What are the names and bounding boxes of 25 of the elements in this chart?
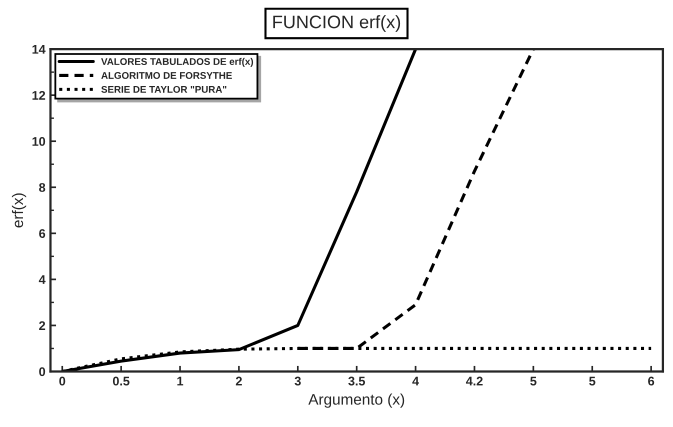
x-tick-label: 0: [59, 376, 66, 386]
y-tick-label: 0: [39, 367, 46, 376]
x-tick-label: 0.5: [112, 376, 130, 386]
legend-label: VALORES TABULADOS DE erf(x): [101, 58, 254, 67]
x-tick-label: 1: [177, 376, 184, 386]
x-axis-title: Argumento (x): [308, 394, 404, 408]
x-tick-label: 6: [648, 376, 654, 386]
y-tick-label: 6: [39, 229, 46, 238]
y-tick-label: 8: [39, 183, 46, 192]
legend-label: ALGORITMO DE FORSYTHE: [101, 72, 232, 79]
x-tick-label: 2: [236, 376, 242, 386]
y-tick-label: 14: [32, 45, 46, 54]
x-tick-label: 3.5: [348, 376, 366, 386]
legend-label: SERIE DE TAYLOR "PURA": [101, 86, 226, 93]
chart-title: FUNCION erf(x): [273, 15, 400, 32]
x-tick-label: 3: [294, 376, 301, 386]
y-tick-label: 4: [38, 275, 46, 284]
y-axis-title: erf(x): [12, 193, 26, 228]
x-tick-label: 4.2: [466, 376, 483, 386]
x-tick-label: 5: [530, 376, 536, 386]
y-tick-label: 2: [39, 321, 46, 330]
x-tick-label: 4: [412, 376, 419, 386]
x-tick-label: 5: [589, 376, 596, 386]
y-tick-label: 12: [32, 90, 46, 100]
y-tick-label: 10: [32, 137, 46, 146]
